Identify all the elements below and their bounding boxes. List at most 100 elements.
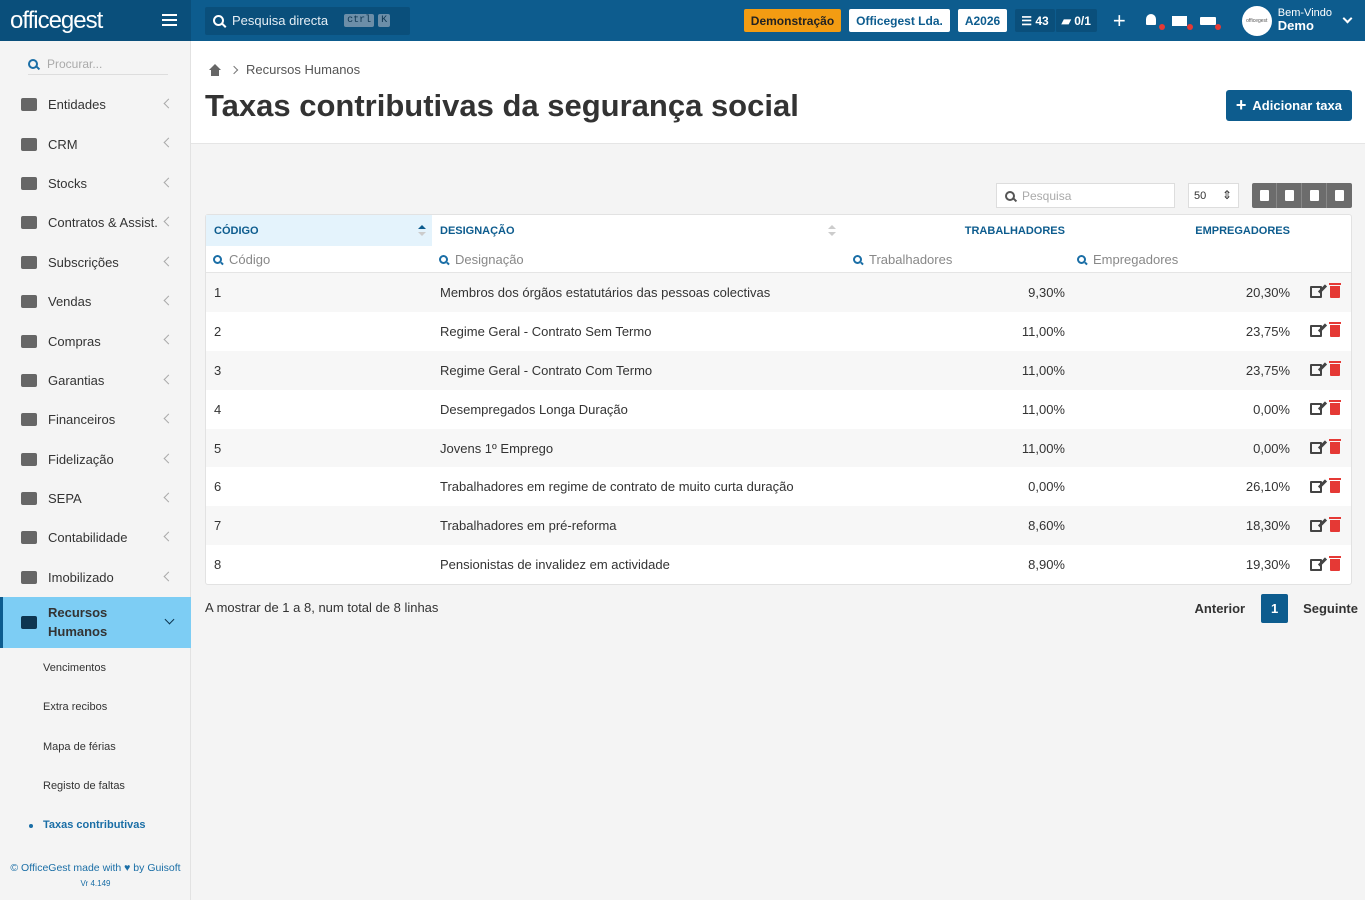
search-icon	[853, 254, 862, 264]
filter-trabalhadores-input[interactable]: Trabalhadores	[846, 252, 1070, 267]
column-header-trabalhadores[interactable]: TRABALHADORES	[964, 224, 1065, 237]
trash-icon[interactable]	[1329, 400, 1341, 416]
calculator-icon	[21, 531, 37, 545]
trash-icon[interactable]	[1329, 283, 1341, 299]
sidebar-item-label: Stocks	[48, 175, 88, 191]
company-selector[interactable]: Officegest Lda.	[849, 9, 950, 32]
sidebar-item-garantias[interactable]: Garantias	[0, 361, 191, 400]
sidebar-subitem-taxas-contributivas[interactable]: Taxas contributivas	[0, 806, 191, 845]
next-page-button[interactable]: Seguinte	[1303, 601, 1358, 616]
table-search-input[interactable]: Pesquisa	[996, 183, 1175, 208]
print-button[interactable]	[1327, 183, 1352, 208]
copy-icon	[1259, 190, 1269, 201]
chevron-down-icon	[164, 614, 175, 625]
edit-icon[interactable]	[1310, 364, 1322, 377]
rates-table: CÓDIGO DESIGNAÇÃO TRABALHADORES EMPREGAD…	[205, 214, 1352, 586]
tasks-button[interactable]: ☰ 43	[1015, 9, 1055, 32]
sidebar-subitem-registo-faltas[interactable]: Registo de faltas	[43, 779, 125, 792]
sidebar-subitem-extra-recibos[interactable]: Extra recibos	[43, 701, 108, 714]
edit-icon[interactable]	[1310, 480, 1322, 493]
hand-icon	[21, 452, 37, 466]
sidebar-search-input[interactable]: Procurar...	[28, 53, 168, 75]
add-rate-button[interactable]: + Adicionar taxa	[1225, 90, 1352, 121]
demo-badge[interactable]: Demonstração	[743, 9, 842, 32]
sidebar-item-entidades[interactable]: Entidades	[0, 85, 191, 124]
year-selector[interactable]: A2026	[957, 9, 1008, 32]
sidebar-item-vendas[interactable]: Vendas	[0, 282, 191, 321]
filter-empregadores-input[interactable]: Empregadores	[1070, 252, 1295, 267]
sidebar-item-crm[interactable]: CRM	[0, 124, 191, 163]
exchange-icon	[21, 373, 37, 387]
sidebar-item-imobilizado[interactable]: Imobilizado	[0, 558, 191, 597]
folders-button[interactable]: ▰ 0/1	[1054, 9, 1097, 32]
brand-logo: officegest	[10, 6, 103, 34]
page-1-button[interactable]: 1	[1261, 594, 1289, 623]
table-row[interactable]: 6 Trabalhadores em regime de contrato de …	[206, 467, 1351, 506]
edit-icon[interactable]	[1310, 519, 1322, 532]
sort-icon	[418, 225, 426, 237]
edit-icon[interactable]	[1310, 286, 1322, 299]
cell-employers: 0,00%	[1253, 440, 1290, 456]
money-icon	[21, 413, 37, 427]
ticket-icon[interactable]	[1199, 14, 1221, 30]
pdf-button[interactable]	[1302, 183, 1327, 208]
cell-employers: 26,10%	[1245, 479, 1290, 495]
sidebar-item-recursos-humanos[interactable]: Recursos Humanos	[0, 597, 191, 649]
sidebar-subitem-mapa-ferias[interactable]: Mapa de férias	[43, 740, 116, 753]
column-header-codigo[interactable]: CÓDIGO	[206, 215, 432, 246]
trash-icon[interactable]	[1329, 477, 1341, 493]
trash-icon[interactable]	[1329, 516, 1341, 532]
table-row[interactable]: 8 Pensionistas de invalidez em actividade…	[206, 545, 1351, 584]
table-row[interactable]: 3 Regime Geral - Contrato Com Termo 11,00%…	[206, 350, 1351, 390]
trash-icon[interactable]	[1329, 439, 1341, 454]
table-row[interactable]: 2 Regime Geral - Contrato Sem Termo 11,00%…	[206, 312, 1351, 351]
edit-icon[interactable]	[1310, 558, 1322, 571]
sidebar-item-compras[interactable]: Compras	[0, 321, 191, 360]
sidebar-item-contratos[interactable]: Contratos & Assist.	[0, 203, 191, 242]
column-header-empregadores[interactable]: EMPREGADORES	[1195, 224, 1290, 237]
filter-designacao-input[interactable]: Designação	[432, 252, 846, 267]
logo[interactable]: officegest	[0, 0, 191, 41]
copy-button[interactable]	[1252, 183, 1277, 208]
edit-icon[interactable]	[1310, 403, 1322, 416]
sidebar-item-fidelizacao[interactable]: Fidelização	[0, 440, 191, 479]
trash-icon[interactable]	[1329, 361, 1341, 377]
sidebar-item-label: Recursos Humanos	[48, 604, 108, 639]
sidebar-item-financeiros[interactable]: Financeiros	[0, 400, 191, 439]
cell-employers: 20,30%	[1245, 284, 1290, 300]
sidebar-subitem-vencimentos[interactable]: Vencimentos	[43, 661, 106, 674]
edit-icon[interactable]	[1310, 325, 1322, 338]
mail-icon[interactable]	[1171, 14, 1193, 30]
cell-name: Desempregados Longa Duração	[440, 401, 628, 417]
breadcrumb-item[interactable]: Recursos Humanos	[246, 62, 361, 77]
search-icon	[213, 15, 224, 26]
trash-icon[interactable]	[1329, 555, 1341, 571]
bell-icon[interactable]	[1144, 13, 1165, 30]
chevron-left-icon	[163, 531, 174, 542]
sidebar-search-placeholder: Procurar...	[47, 56, 103, 71]
prev-page-button[interactable]: Anterior	[1194, 601, 1246, 616]
sidebar-item-contabilidade[interactable]: Contabilidade	[0, 518, 191, 557]
sidebar-item-sepa[interactable]: SEPA	[0, 479, 191, 518]
quick-search-label: Pesquisa directa	[232, 13, 329, 28]
sidebar-item-subscricoes[interactable]: Subscrições	[0, 243, 191, 282]
table-row[interactable]: 4 Desempregados Longa Duração 11,00% 0,00%	[206, 390, 1351, 429]
quick-search-button[interactable]: Pesquisa directa ctrl K	[205, 6, 410, 35]
filter-codigo-input[interactable]: Código	[206, 252, 432, 267]
shortcut-k: K	[378, 14, 391, 27]
user-menu[interactable]: officegest Bem-Vindo Demo	[1241, 5, 1353, 36]
sidebar-item-stocks[interactable]: Stocks	[0, 164, 191, 203]
plus-icon[interactable]: +	[1112, 7, 1126, 33]
sidebar-item-label: Subscrições	[48, 254, 119, 270]
page-size-select[interactable]: 50	[1188, 183, 1239, 208]
menu-toggle-icon[interactable]	[162, 14, 177, 26]
excel-button[interactable]	[1277, 183, 1302, 208]
chevron-left-icon	[163, 98, 174, 109]
edit-icon[interactable]	[1310, 442, 1322, 454]
table-row[interactable]: 1 Membros dos órgãos estatutários das pes…	[206, 273, 1351, 312]
table-row[interactable]: 5 Jovens 1º Emprego 11,00% 0,00%	[206, 428, 1351, 468]
home-icon[interactable]	[208, 63, 222, 76]
trash-icon[interactable]	[1329, 322, 1341, 338]
table-row[interactable]: 7 Trabalhadores em pré-reforma 8,60% 18,30%	[206, 506, 1351, 546]
column-header-designacao[interactable]: DESIGNAÇÃO	[432, 215, 842, 246]
